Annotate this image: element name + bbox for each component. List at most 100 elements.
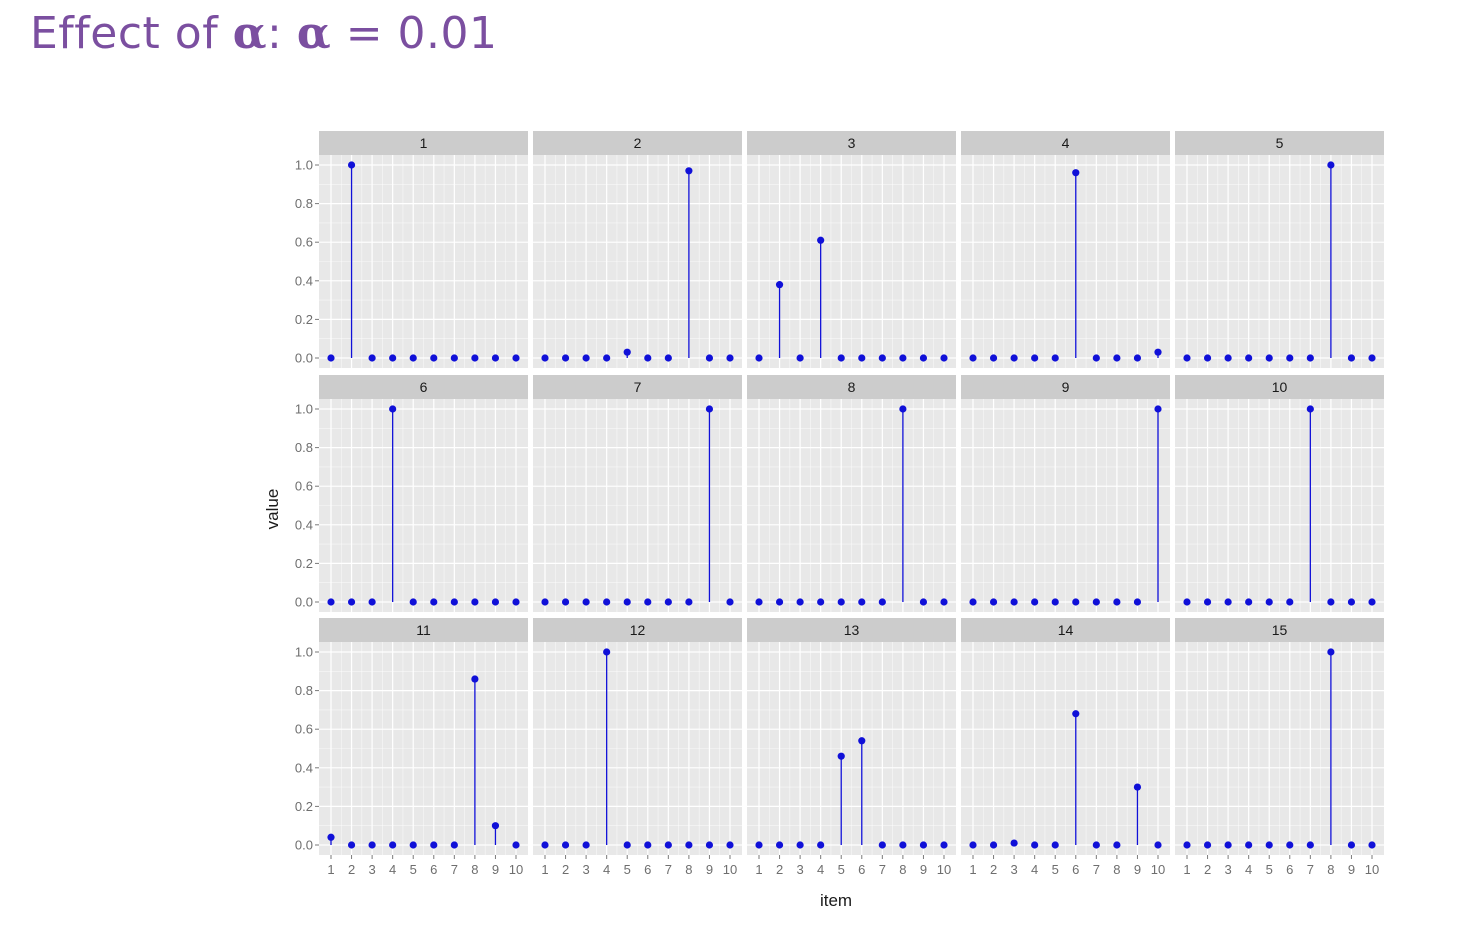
data-point <box>541 598 549 606</box>
data-point <box>582 354 590 362</box>
facet-strip-label: 15 <box>1272 622 1288 638</box>
data-point <box>1224 354 1232 362</box>
facet-strip <box>1175 131 1384 155</box>
data-point <box>450 354 458 362</box>
data-point <box>1306 405 1314 413</box>
data-point <box>644 598 652 606</box>
facet-strip-label: 7 <box>634 379 642 395</box>
data-point <box>1347 598 1356 606</box>
data-point <box>775 841 784 849</box>
data-point <box>878 354 886 362</box>
data-point <box>561 354 570 362</box>
data-point <box>817 598 825 606</box>
data-point <box>685 167 693 175</box>
data-point <box>919 598 928 606</box>
data-point <box>1092 598 1100 606</box>
x-tick-label: 1 <box>1183 862 1190 877</box>
data-point <box>1072 169 1080 177</box>
data-point <box>491 822 500 830</box>
facet-strip-label: 5 <box>1276 135 1284 151</box>
data-point <box>644 841 652 849</box>
data-point <box>1183 841 1191 849</box>
data-point <box>1154 405 1162 413</box>
x-tick-label: 4 <box>1031 862 1038 877</box>
data-point <box>775 598 784 606</box>
facet-strip <box>747 618 956 642</box>
data-point <box>837 598 845 606</box>
y-tick-label: 0.8 <box>295 683 313 698</box>
x-tick-label: 7 <box>1093 862 1100 877</box>
x-tick-label: 7 <box>879 862 886 877</box>
y-tick-label: 0.8 <box>295 196 313 211</box>
data-point <box>755 354 763 362</box>
x-tick-label: 4 <box>817 862 824 877</box>
x-tick-label: 4 <box>1245 862 1252 877</box>
data-point <box>1224 598 1232 606</box>
data-point <box>623 348 631 356</box>
data-point <box>471 354 479 362</box>
data-point <box>796 598 804 606</box>
data-point <box>1183 598 1191 606</box>
data-point <box>368 841 376 849</box>
data-point <box>1306 841 1314 849</box>
data-point <box>582 598 590 606</box>
x-tick-label: 3 <box>1224 862 1231 877</box>
data-point <box>561 841 570 849</box>
data-point <box>858 737 866 745</box>
y-tick-label: 1.0 <box>295 645 313 660</box>
data-point <box>1265 841 1273 849</box>
x-tick-label: 9 <box>492 862 499 877</box>
y-tick-label: 0.2 <box>295 799 313 814</box>
data-point <box>1072 710 1080 718</box>
data-point <box>685 841 693 849</box>
data-point <box>1306 354 1314 362</box>
x-tick-label: 1 <box>755 862 762 877</box>
data-point <box>989 841 998 849</box>
data-point <box>368 598 376 606</box>
data-point <box>1092 841 1100 849</box>
data-point <box>705 354 714 362</box>
data-point <box>603 354 611 362</box>
data-point <box>603 648 611 656</box>
data-point <box>726 598 734 606</box>
data-point <box>541 841 549 849</box>
data-point <box>1133 598 1142 606</box>
x-tick-label: 2 <box>776 862 783 877</box>
data-point <box>705 405 714 413</box>
data-point <box>1245 354 1253 362</box>
data-point <box>969 841 977 849</box>
x-tick-label: 2 <box>348 862 355 877</box>
data-point <box>817 236 825 244</box>
data-point <box>1133 783 1142 791</box>
data-point <box>1072 598 1080 606</box>
data-point <box>389 841 397 849</box>
facet-strip <box>319 131 528 155</box>
facet-strip-label: 4 <box>1062 135 1070 151</box>
data-point <box>1347 841 1356 849</box>
x-tick-label: 2 <box>562 862 569 877</box>
data-point <box>389 405 397 413</box>
data-point <box>726 354 734 362</box>
x-tick-label: 6 <box>858 862 865 877</box>
data-point <box>940 354 948 362</box>
data-point <box>389 354 397 362</box>
data-point <box>512 841 520 849</box>
data-point <box>940 598 948 606</box>
y-tick-label: 0.4 <box>295 760 313 775</box>
data-point <box>796 841 804 849</box>
data-point <box>1154 348 1162 356</box>
data-point <box>1183 354 1191 362</box>
x-tick-label: 6 <box>1072 862 1079 877</box>
data-point <box>1203 598 1212 606</box>
data-point <box>755 598 763 606</box>
data-point <box>837 354 845 362</box>
data-point <box>1203 841 1212 849</box>
data-point <box>899 405 907 413</box>
data-point <box>817 841 825 849</box>
facet-strip <box>961 618 1170 642</box>
data-point <box>775 281 784 289</box>
data-point <box>1203 354 1212 362</box>
data-point <box>969 354 977 362</box>
data-point <box>878 841 886 849</box>
facet-strip <box>319 375 528 399</box>
